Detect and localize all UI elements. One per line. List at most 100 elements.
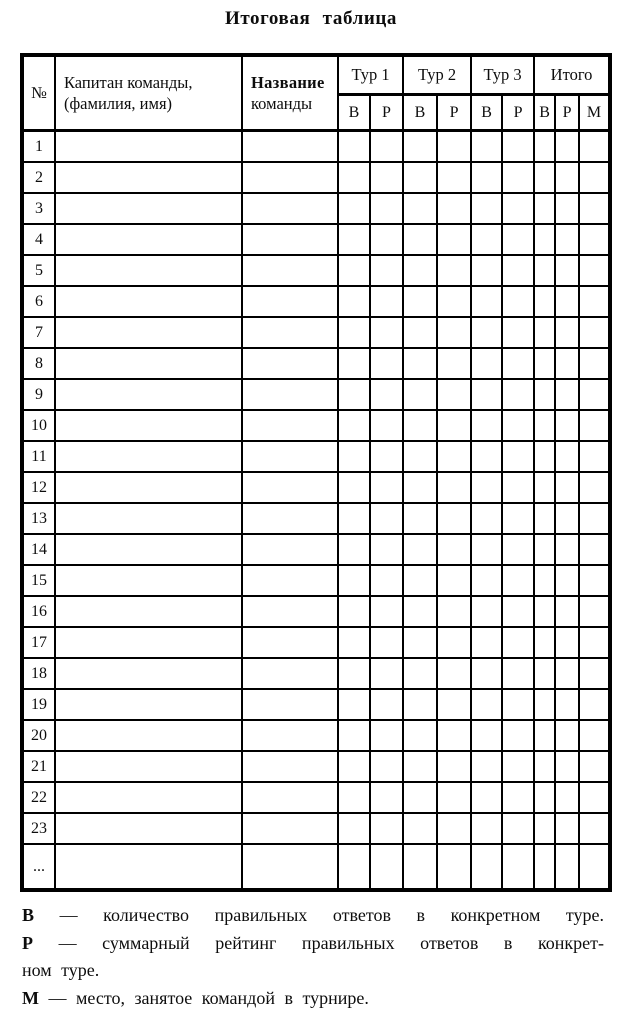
tour1-v-cell: [337, 129, 371, 163]
header-sub-row: В Р В Р В Р В Р М: [22, 93, 612, 132]
total-m-cell: [578, 564, 612, 597]
tour1-v-cell: [337, 812, 371, 845]
total-v-cell: [533, 192, 557, 225]
row-number-cell: 15: [21, 564, 56, 597]
tour1-v-cell: [337, 409, 371, 442]
total-v-cell: [533, 223, 557, 256]
tour3-r-cell: [501, 409, 536, 442]
table-row: 18: [21, 657, 612, 690]
table-row: 2: [21, 161, 612, 194]
tour3-v-cell: [470, 688, 504, 721]
tour3-v-cell: [470, 533, 504, 566]
captain-cell: [54, 471, 243, 504]
total-r-cell: [554, 347, 581, 380]
results-table: № Капитан команды, (фамилия, имя) Назван…: [20, 53, 613, 892]
tour3-v-cell: [470, 750, 504, 783]
total-v-cell: [533, 781, 557, 814]
tour3-v-cell: [470, 285, 504, 318]
captain-cell: [54, 719, 243, 752]
tour2-r-cell: [436, 657, 473, 690]
total-m-cell: [578, 781, 612, 814]
total-r-cell: [554, 843, 581, 891]
total-r-cell: [554, 471, 581, 504]
team-name-cell: [241, 812, 339, 845]
tour1-v-cell: [337, 719, 371, 752]
legend-symbol-v: В: [22, 905, 35, 925]
tour3-v-cell: [470, 223, 504, 256]
legend: В — количество правильных ответов в конк…: [22, 902, 604, 1012]
tour3-r-cell: [501, 285, 536, 318]
tour2-r-cell: [436, 719, 473, 752]
total-v-cell: [533, 843, 557, 891]
row-number-cell: 6: [21, 285, 56, 318]
tour2-r-cell: [436, 129, 473, 163]
tour2-r-cell: [436, 626, 473, 659]
team-name-cell: [241, 254, 339, 287]
tour1-r-cell: [368, 223, 405, 256]
table-row: 12: [21, 471, 612, 504]
tour2-v-cell: [402, 471, 439, 504]
total-r-cell: [554, 192, 581, 225]
tour1-v-cell: [337, 688, 371, 721]
tour3-r-cell: [501, 812, 536, 845]
team-name-cell: [241, 285, 339, 318]
total-v-cell: [533, 657, 557, 690]
total-r-cell: [554, 750, 581, 783]
tour1-v-cell: [337, 161, 371, 194]
row-number-cell: 7: [21, 316, 56, 349]
total-m-cell: [578, 750, 612, 783]
tour1-r-cell: [368, 129, 405, 163]
team-name-cell: [241, 781, 339, 814]
row-number-cell: 23: [21, 812, 56, 845]
row-number-cell: 4: [21, 223, 56, 256]
total-v-cell: [533, 564, 557, 597]
team-name-cell: [241, 533, 339, 566]
total-r-cell: [554, 223, 581, 256]
tour3-v-cell: [470, 254, 504, 287]
captain-cell: [54, 843, 243, 891]
total-v-cell: [533, 409, 557, 442]
total-m-cell: [578, 719, 612, 752]
table-row: 14: [21, 533, 612, 566]
tour3-v-cell: [470, 378, 504, 411]
header-captain-line2: (фамилия, имя): [64, 94, 173, 113]
legend-line-r-cont: ном туре.: [22, 957, 604, 985]
total-v-cell: [533, 750, 557, 783]
total-r-cell: [554, 626, 581, 659]
captain-cell: [54, 285, 243, 318]
tour1-v-cell: [337, 843, 371, 891]
tour2-v-cell: [402, 223, 439, 256]
tour3-v-cell: [470, 595, 504, 628]
table-row: 4: [21, 223, 612, 256]
total-m-cell: [578, 843, 612, 891]
team-name-cell: [241, 719, 339, 752]
tour1-v-cell: [337, 564, 371, 597]
total-m-cell: [578, 129, 612, 163]
table-row: ...: [21, 843, 612, 891]
tour2-v-cell: [402, 192, 439, 225]
page-title: Итоговая таблица: [224, 8, 398, 29]
total-r-cell: [554, 564, 581, 597]
total-m-cell: [578, 688, 612, 721]
tour2-v-cell: [402, 502, 439, 535]
tour1-r-cell: [368, 564, 405, 597]
total-m-cell: [578, 502, 612, 535]
table-row: 21: [21, 750, 612, 783]
row-number-cell: 9: [21, 378, 56, 411]
captain-cell: [54, 378, 243, 411]
tour3-r-cell: [501, 564, 536, 597]
tour2-v-cell: [402, 129, 439, 163]
total-r-cell: [554, 285, 581, 318]
tour3-v-cell: [470, 812, 504, 845]
tour1-r-cell: [368, 192, 405, 225]
captain-cell: [54, 440, 243, 473]
team-name-cell: [241, 626, 339, 659]
header-tour2: Тур 2: [402, 54, 473, 96]
tour2-v-cell: [402, 626, 439, 659]
table-header: № Капитан команды, (фамилия, имя) Назван…: [21, 54, 612, 132]
captain-cell: [54, 812, 243, 845]
total-m-cell: [578, 812, 612, 845]
row-number-cell: ...: [21, 843, 56, 891]
tour1-r-cell: [368, 688, 405, 721]
team-name-cell: [241, 502, 339, 535]
